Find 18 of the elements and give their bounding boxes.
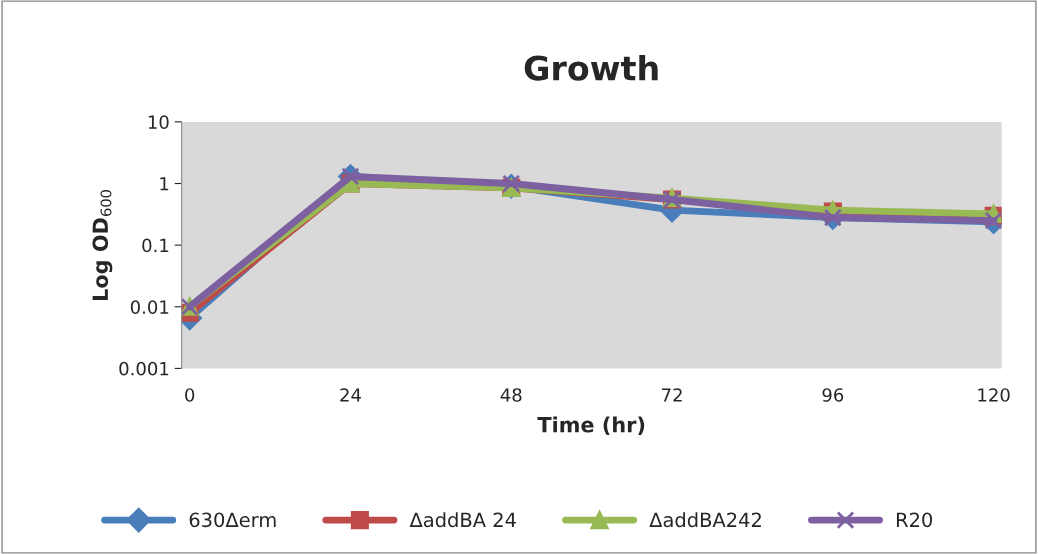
x-tick-label: 72	[662, 388, 682, 402]
y-tick-label: 0.001	[119, 361, 169, 376]
legend-label: R20	[896, 512, 933, 528]
y-tick-label: 0.1	[142, 238, 169, 253]
x-tick-label: 120	[978, 388, 1010, 402]
legend-label: 630Δerm	[189, 512, 276, 528]
x-axis-title: Time (hr)	[537, 416, 645, 436]
y-axis-title: Log OD$_{600}$	[92, 190, 113, 300]
y-tick-label: 0.01	[130, 300, 169, 314]
x-tick-label: 0	[185, 388, 195, 402]
y-tick-label: 10	[148, 115, 169, 129]
x-tick-label: 48	[500, 388, 522, 402]
legend-label: ΔaddBA 24	[409, 512, 516, 528]
legend-label: ΔaddBA242	[649, 512, 761, 528]
x-tick-label: 96	[822, 388, 844, 402]
y-tick-label: 1	[160, 177, 169, 191]
chart-title: Growth	[524, 54, 658, 81]
x-tick-label: 24	[340, 388, 361, 402]
